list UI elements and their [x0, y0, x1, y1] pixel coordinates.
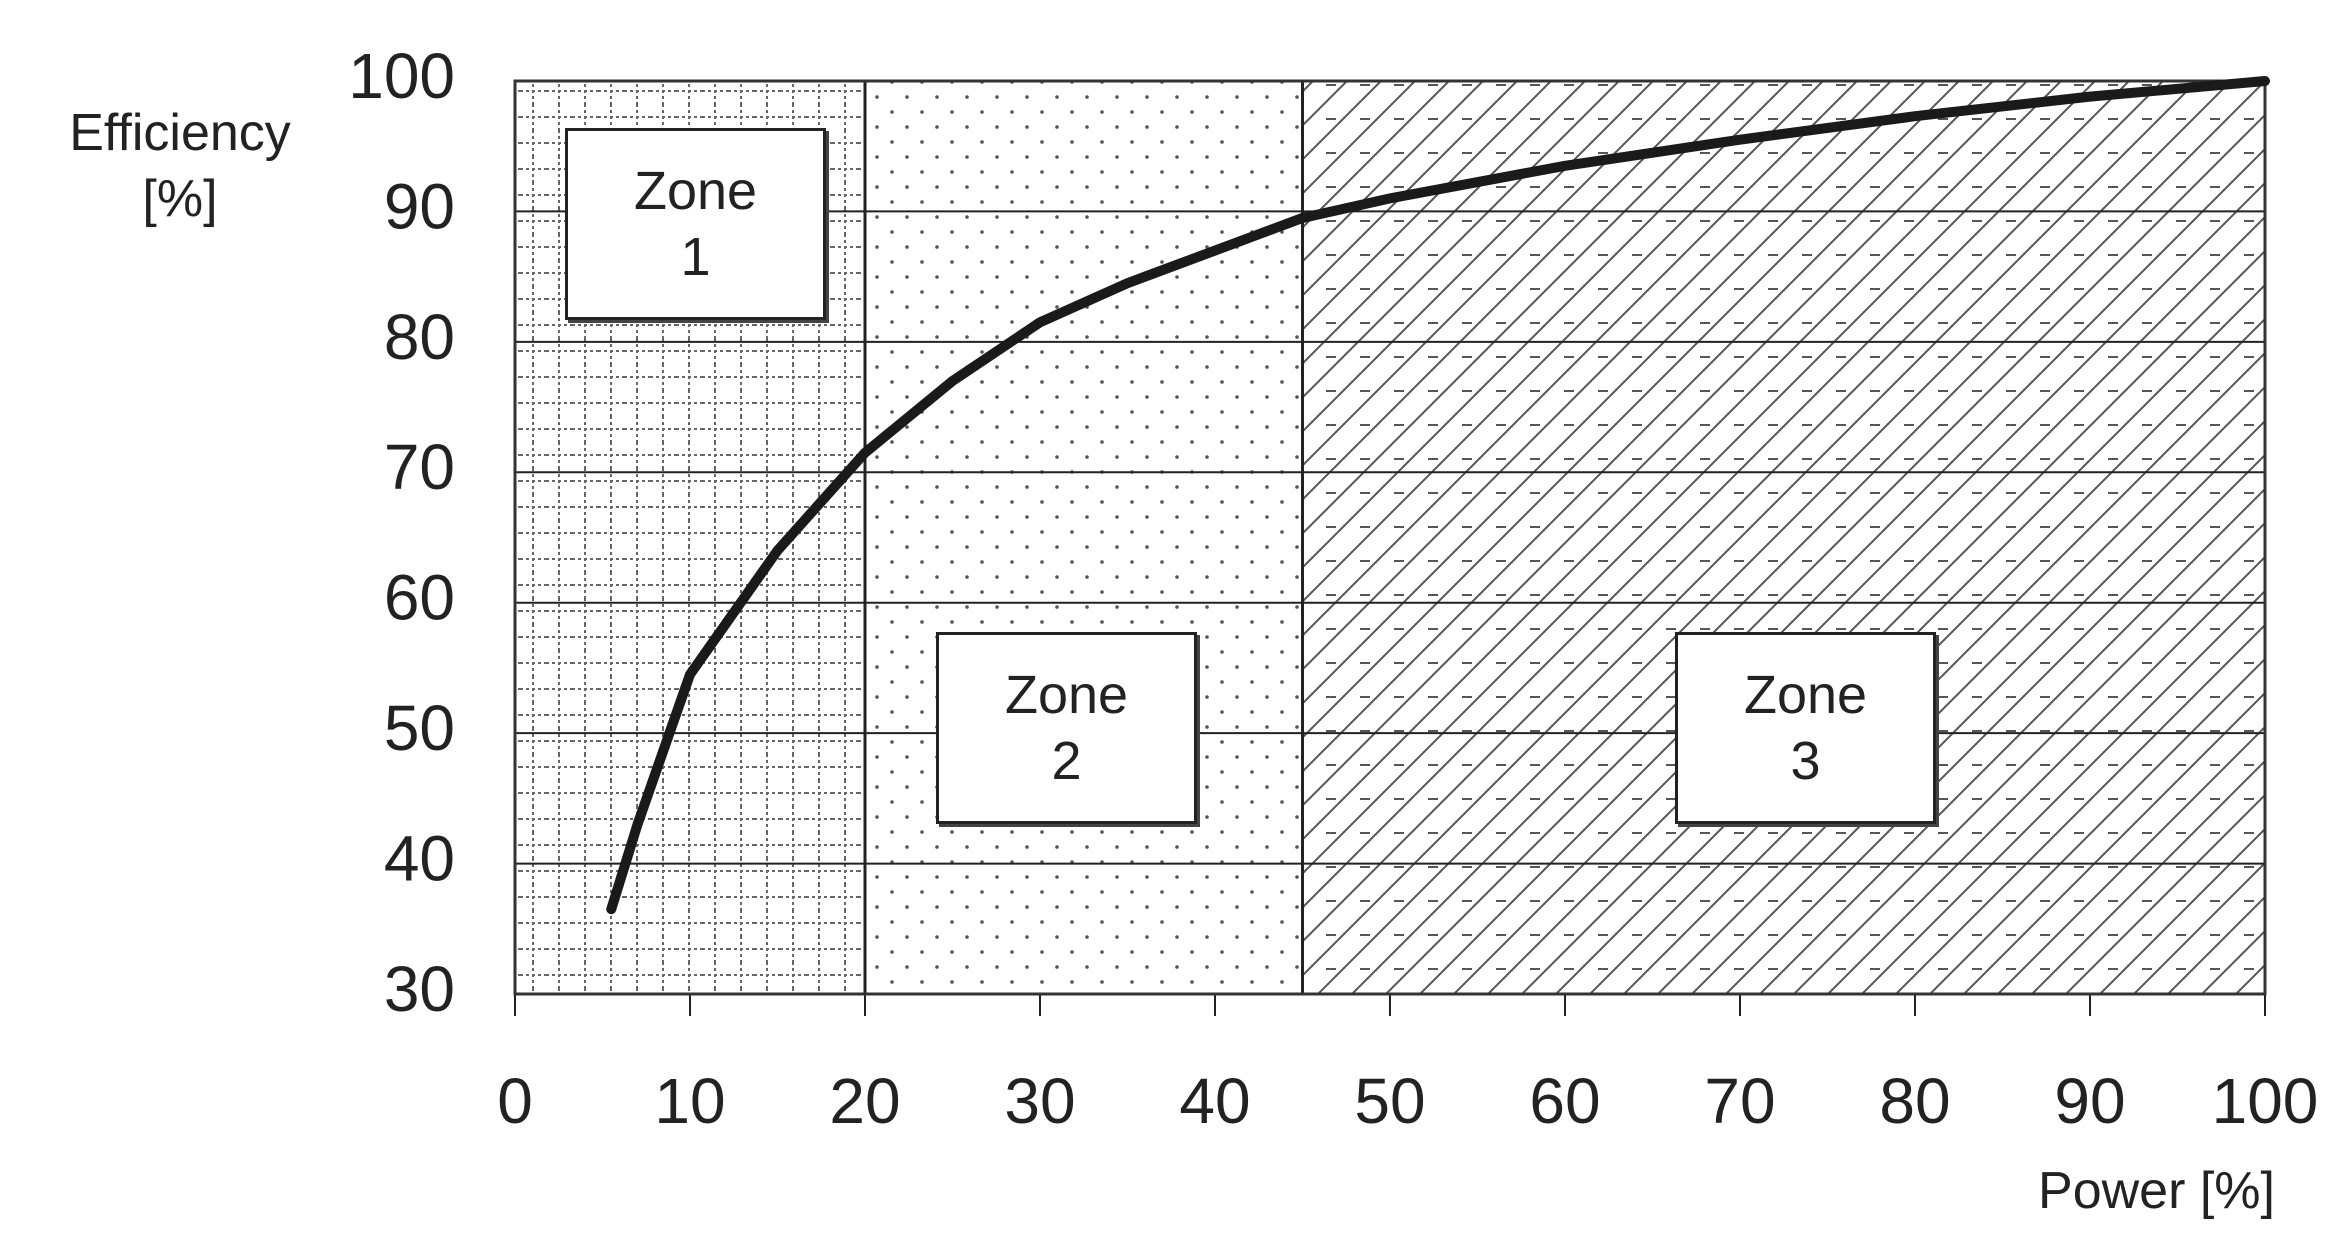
x-tick-label: 70	[1704, 1065, 1775, 1137]
plot-frame	[513, 79, 2267, 996]
y-tick-label: 50	[384, 692, 455, 764]
x-tick-label: 100	[2212, 1065, 2319, 1137]
zone-label-text: Zone 3	[1743, 665, 1868, 791]
y-tick-label: 80	[384, 301, 455, 373]
y-tick-label: 100	[348, 40, 455, 112]
x-tick-label: 50	[1354, 1065, 1425, 1137]
zone-label-text: Zone 1	[633, 161, 758, 287]
y-tick-label: 40	[384, 822, 455, 894]
zone-label: Zone 2	[936, 632, 1197, 824]
zone-label: Zone 1	[565, 128, 826, 320]
x-tick-label: 20	[829, 1065, 900, 1137]
y-tick-label: 70	[384, 431, 455, 503]
y-tick-label: 60	[384, 562, 455, 634]
x-tick-label: 60	[1529, 1065, 1600, 1137]
x-tick-label: 0	[497, 1065, 533, 1137]
zone-label: Zone 3	[1675, 632, 1936, 824]
x-axis-label: Power [%]	[2038, 1162, 2275, 1220]
zone-label-text: Zone 2	[1004, 665, 1129, 791]
y-tick-label: 30	[384, 953, 455, 1025]
x-tick-label: 10	[654, 1065, 725, 1137]
y-axis-label: Efficiency [%]	[69, 104, 291, 228]
y-tick-label: 90	[384, 170, 455, 242]
zone-area	[1302, 81, 2265, 994]
x-tick-label: 40	[1179, 1065, 1250, 1137]
zone-area	[865, 81, 1303, 994]
x-tick-label: 30	[1004, 1065, 1075, 1137]
efficiency-curve	[606, 76, 2270, 915]
x-tick-label: 80	[1879, 1065, 1950, 1137]
x-tick-label: 90	[2054, 1065, 2125, 1137]
